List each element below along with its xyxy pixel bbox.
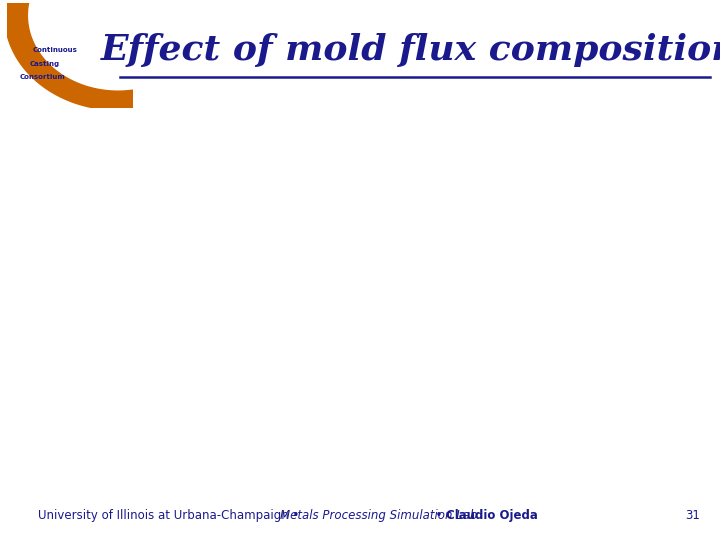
Text: Claudio Ojeda: Claudio Ojeda xyxy=(446,509,538,522)
Text: Metals Processing Simulation Lab: Metals Processing Simulation Lab xyxy=(280,509,477,522)
Text: Effect of mold flux composition: Effect of mold flux composition xyxy=(102,33,720,67)
Text: Consortium: Consortium xyxy=(19,75,66,80)
Polygon shape xyxy=(5,0,136,110)
Text: Casting: Casting xyxy=(30,61,60,67)
Text: •: • xyxy=(428,509,450,522)
Text: 31: 31 xyxy=(685,509,700,522)
Text: University of Illinois at Urbana-Champaign •: University of Illinois at Urbana-Champai… xyxy=(38,509,303,522)
Text: Continuous: Continuous xyxy=(32,47,78,53)
